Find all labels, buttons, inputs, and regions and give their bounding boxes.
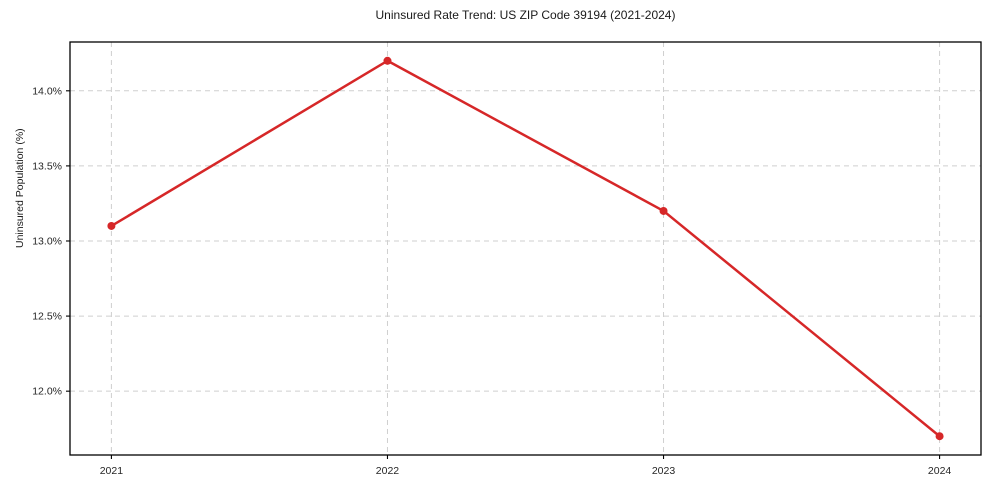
- y-tick-label: 12.5%: [32, 311, 62, 323]
- x-tick-label: 2022: [376, 465, 400, 477]
- data-point-2024: [935, 432, 944, 441]
- y-tick-label: 13.0%: [32, 235, 62, 247]
- y-tick-label: 12.0%: [32, 386, 62, 398]
- data-point-2022: [383, 56, 392, 65]
- y-tick-label: 13.5%: [32, 160, 62, 172]
- plot-border: [69, 41, 982, 456]
- data-point-2023: [659, 206, 668, 215]
- y-tick-label: 14.0%: [32, 85, 62, 97]
- x-tick-label: 2024: [928, 465, 952, 477]
- y-axis-label: Uninsured Population (%): [14, 128, 26, 248]
- data-point-2021: [107, 221, 116, 230]
- x-tick-label: 2023: [652, 465, 676, 477]
- trend-line: [110, 59, 941, 438]
- x-tick-label: 2021: [100, 465, 124, 477]
- chart-title: Uninsured Rate Trend: US ZIP Code 39194 …: [375, 8, 676, 22]
